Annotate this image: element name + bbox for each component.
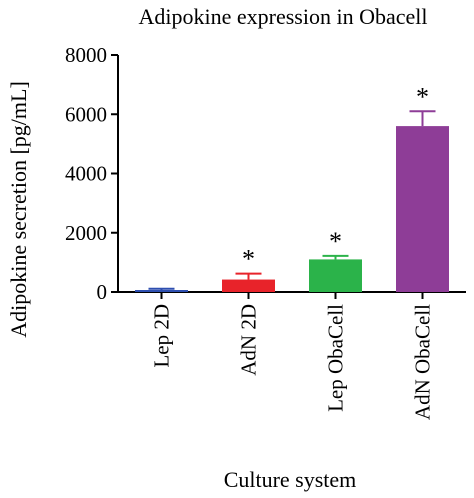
y-tick-label: 6000 <box>65 102 107 126</box>
y-tick-label: 2000 <box>65 221 107 245</box>
significance-marker: * <box>416 82 429 111</box>
bar <box>396 126 449 292</box>
y-tick-label: 0 <box>97 280 108 304</box>
significance-marker: * <box>242 245 255 274</box>
x-tick-label: AdN ObaCell <box>411 304 435 420</box>
significance-marker: * <box>329 227 342 256</box>
x-tick-label: AdN 2D <box>237 304 261 376</box>
x-tick-label: Lep 2D <box>150 304 174 368</box>
bar <box>222 279 275 292</box>
x-tick-label: Lep ObaCell <box>324 304 348 412</box>
plot-area: 0 2000 4000 6000 8000 Lep 2D * AdN 2D * Lep ObaCe… <box>65 43 466 420</box>
bar <box>309 259 362 292</box>
bar <box>135 290 188 292</box>
chart-title: Adipokine expression in Obacell <box>139 4 428 29</box>
y-tick-label: 8000 <box>65 43 107 67</box>
y-axis-label: Adipokine secretion [pg/mL] <box>6 81 31 338</box>
y-tick-label: 4000 <box>65 162 107 186</box>
x-axis-label: Culture system <box>224 467 357 492</box>
